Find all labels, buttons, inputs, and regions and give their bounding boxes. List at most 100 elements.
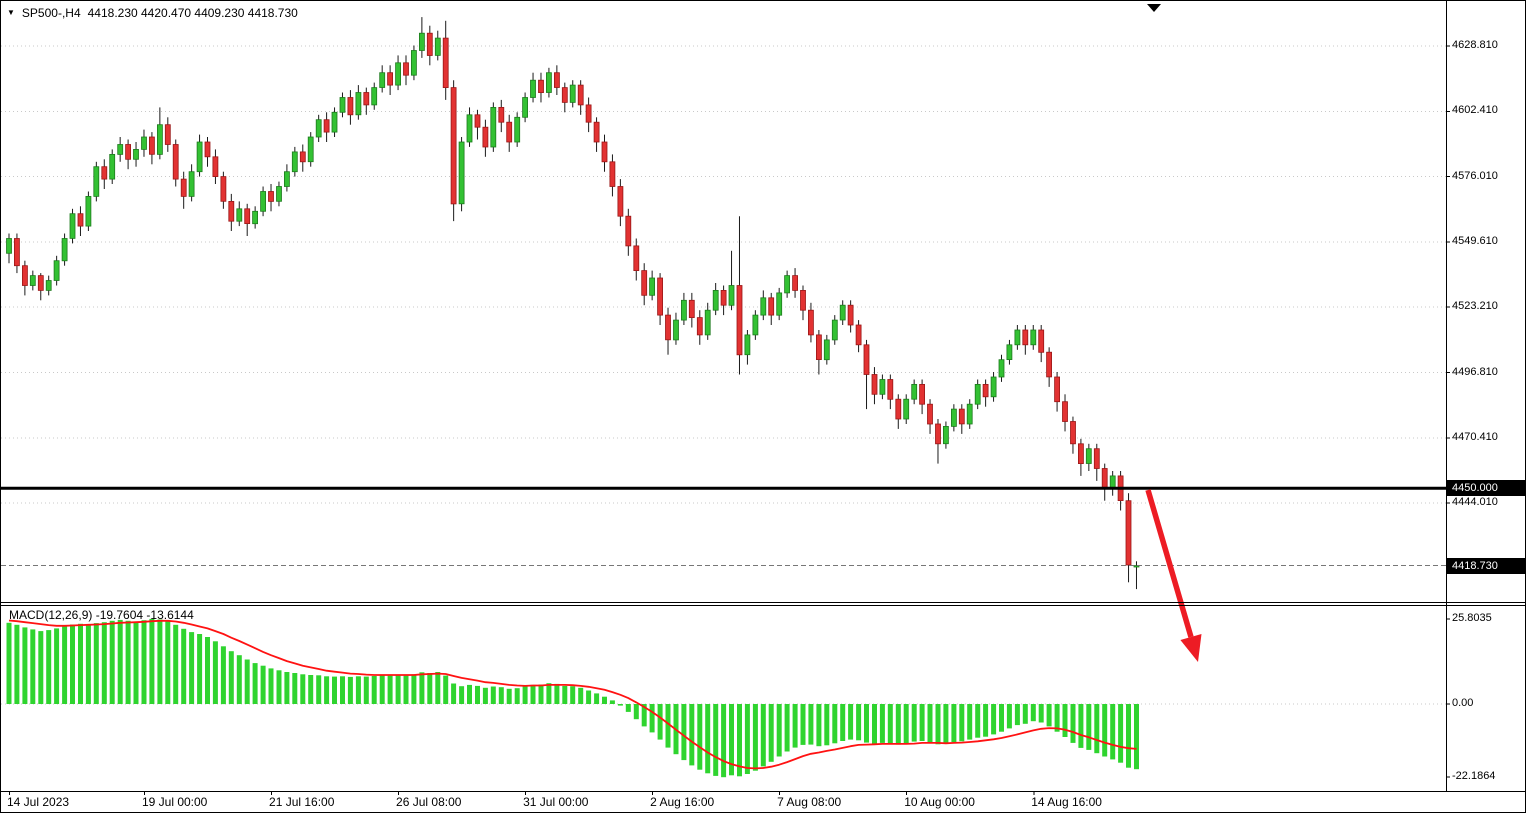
bull-candle: [522, 97, 528, 118]
macd-histogram-bar: [514, 688, 520, 704]
macd-histogram-bar: [1046, 704, 1052, 727]
bull-candle: [951, 408, 957, 427]
macd-histogram-bar: [522, 686, 528, 704]
macd-histogram-bar: [1038, 704, 1044, 723]
macd-histogram-bar: [927, 704, 933, 742]
price-axis[interactable]: 4628.810 4602.410 4576.010 4549.610 4523.210…: [1446, 1, 1525, 791]
bull-candle: [1006, 344, 1013, 360]
bear-candle: [792, 275, 798, 291]
macd-histogram-bar: [594, 693, 600, 704]
macd-histogram-bar: [530, 684, 536, 704]
macd-histogram-bar: [197, 634, 203, 704]
macd-histogram-bar: [30, 629, 36, 704]
macd-histogram-bar: [840, 704, 846, 741]
macd-histogram-bar: [1062, 704, 1068, 737]
macd-histogram-bar: [538, 684, 544, 704]
bear-candle: [800, 289, 806, 311]
bull-candle: [371, 87, 378, 106]
macd-histogram-bar: [6, 622, 12, 704]
macd-histogram-bar: [951, 704, 957, 742]
bull-candle: [776, 292, 783, 316]
macd-histogram-bar: [395, 675, 401, 704]
bear-candle: [1054, 376, 1060, 403]
macd-histogram-bar: [78, 623, 83, 704]
macd-histogram-bar: [300, 674, 306, 704]
macd-histogram-bar: [435, 672, 441, 704]
macd-histogram-bar: [832, 704, 838, 744]
macd-histogram-bar: [1126, 704, 1131, 768]
bull-candle: [283, 171, 290, 187]
bear-candle: [768, 297, 775, 316]
time-axis-label: 31 Jul 00:00: [523, 795, 589, 809]
macd-histogram: [6, 618, 1139, 778]
macd-histogram-bar: [220, 646, 226, 705]
macd-histogram-bar: [1086, 704, 1092, 750]
bull-candle: [6, 238, 12, 254]
macd-histogram-bar: [316, 675, 322, 704]
trend-arrow[interactable]: [1145, 489, 1202, 662]
macd-histogram-bar: [371, 676, 377, 704]
bear-candle: [148, 136, 155, 155]
bear-candle: [13, 238, 20, 267]
bear-candle: [1093, 448, 1100, 469]
macd-histogram-bar: [292, 673, 298, 704]
bull-candle: [410, 50, 417, 76]
bull-candle: [69, 213, 76, 239]
macd-histogram-bar: [959, 704, 965, 742]
macd-histogram-bar: [602, 696, 607, 704]
macd-histogram-bar: [903, 704, 909, 744]
bull-candle: [466, 114, 473, 143]
hline-price-label: 4450.000: [1447, 480, 1525, 497]
macd-histogram-bar: [864, 704, 869, 743]
macd-histogram-bar: [268, 668, 274, 704]
bull-candle: [514, 116, 521, 143]
macd-histogram-bar: [22, 627, 28, 704]
macd-histogram-bar: [189, 632, 195, 704]
bull-candle: [744, 334, 751, 356]
macd-histogram-bar: [173, 624, 179, 704]
macd-histogram-bar: [260, 665, 266, 704]
bear-candle: [220, 176, 227, 202]
bear-candle: [323, 119, 330, 133]
bull-candle: [355, 92, 362, 116]
time-axis-label: 26 Jul 08:00: [396, 795, 462, 809]
bull-candle: [569, 84, 576, 103]
bear-candle: [204, 141, 211, 158]
macd-histogram-bar: [800, 704, 806, 745]
bear-candle: [895, 398, 902, 420]
bear-candle: [347, 97, 354, 116]
chart-shift-marker-icon[interactable]: [1147, 4, 1161, 12]
macd-histogram-bar: [467, 684, 472, 704]
bull-candle: [1030, 329, 1037, 346]
macd-scale-label: 25.8035: [1452, 611, 1492, 624]
price-axis-label: 4470.410: [1452, 430, 1498, 443]
macd-histogram-bar: [85, 624, 91, 704]
bear-candle: [808, 309, 814, 336]
macd-histogram-bar: [14, 624, 20, 704]
macd-histogram-bar: [54, 628, 60, 704]
macd-histogram-bar: [403, 675, 409, 704]
bull-candle: [990, 376, 997, 398]
macd-histogram-bar: [760, 704, 766, 767]
bear-candle: [585, 104, 592, 123]
macd-histogram-bar: [205, 637, 210, 704]
bear-candle: [538, 79, 544, 93]
time-axis-label: 21 Jul 16:00: [269, 795, 335, 809]
bear-candle: [657, 277, 663, 316]
bear-candle: [816, 334, 822, 360]
macd-histogram-bar: [1070, 704, 1076, 743]
bear-candle: [1038, 329, 1045, 353]
bear-candle: [577, 84, 584, 106]
macd-histogram-bar: [935, 704, 941, 745]
bull-candle: [141, 136, 147, 150]
macd-histogram-bar: [1110, 704, 1116, 760]
collapse-triangle-icon[interactable]: ▼: [7, 8, 15, 17]
macd-histogram-bar: [70, 624, 75, 704]
bear-candle: [1101, 468, 1108, 489]
time-axis-label: 19 Jul 00:00: [141, 795, 208, 809]
macd-histogram-bar: [1134, 704, 1139, 770]
time-axis[interactable]: 14 Jul 2023 19 Jul 00:00 21 Jul 16:00 26 Ju…: [1, 791, 1525, 812]
bear-candle: [1062, 401, 1068, 422]
macd-histogram-bar: [919, 704, 925, 741]
bull-candle: [434, 37, 441, 56]
